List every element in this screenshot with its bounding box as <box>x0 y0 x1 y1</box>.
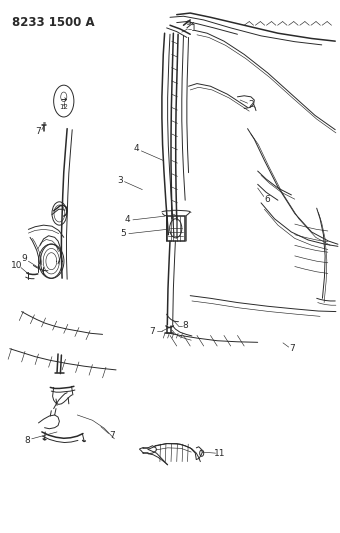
Text: 9: 9 <box>21 254 27 263</box>
Text: 4: 4 <box>125 215 131 224</box>
Text: 7: 7 <box>289 344 295 353</box>
Text: ➔: ➔ <box>61 94 67 103</box>
Text: 2: 2 <box>248 100 254 109</box>
Text: 4: 4 <box>134 144 139 154</box>
Text: 12: 12 <box>59 104 68 110</box>
Text: 8: 8 <box>24 436 30 445</box>
Text: 3: 3 <box>117 175 123 184</box>
Text: 5: 5 <box>121 229 126 238</box>
Text: 10: 10 <box>11 261 22 270</box>
Text: 7: 7 <box>35 127 41 136</box>
Text: 8: 8 <box>182 321 188 330</box>
Text: 7: 7 <box>109 431 115 440</box>
Text: 8233 1500 A: 8233 1500 A <box>12 16 94 29</box>
Text: 7: 7 <box>149 327 155 336</box>
Text: 1: 1 <box>191 25 197 34</box>
Text: 11: 11 <box>214 449 226 458</box>
Text: 6: 6 <box>264 195 270 204</box>
